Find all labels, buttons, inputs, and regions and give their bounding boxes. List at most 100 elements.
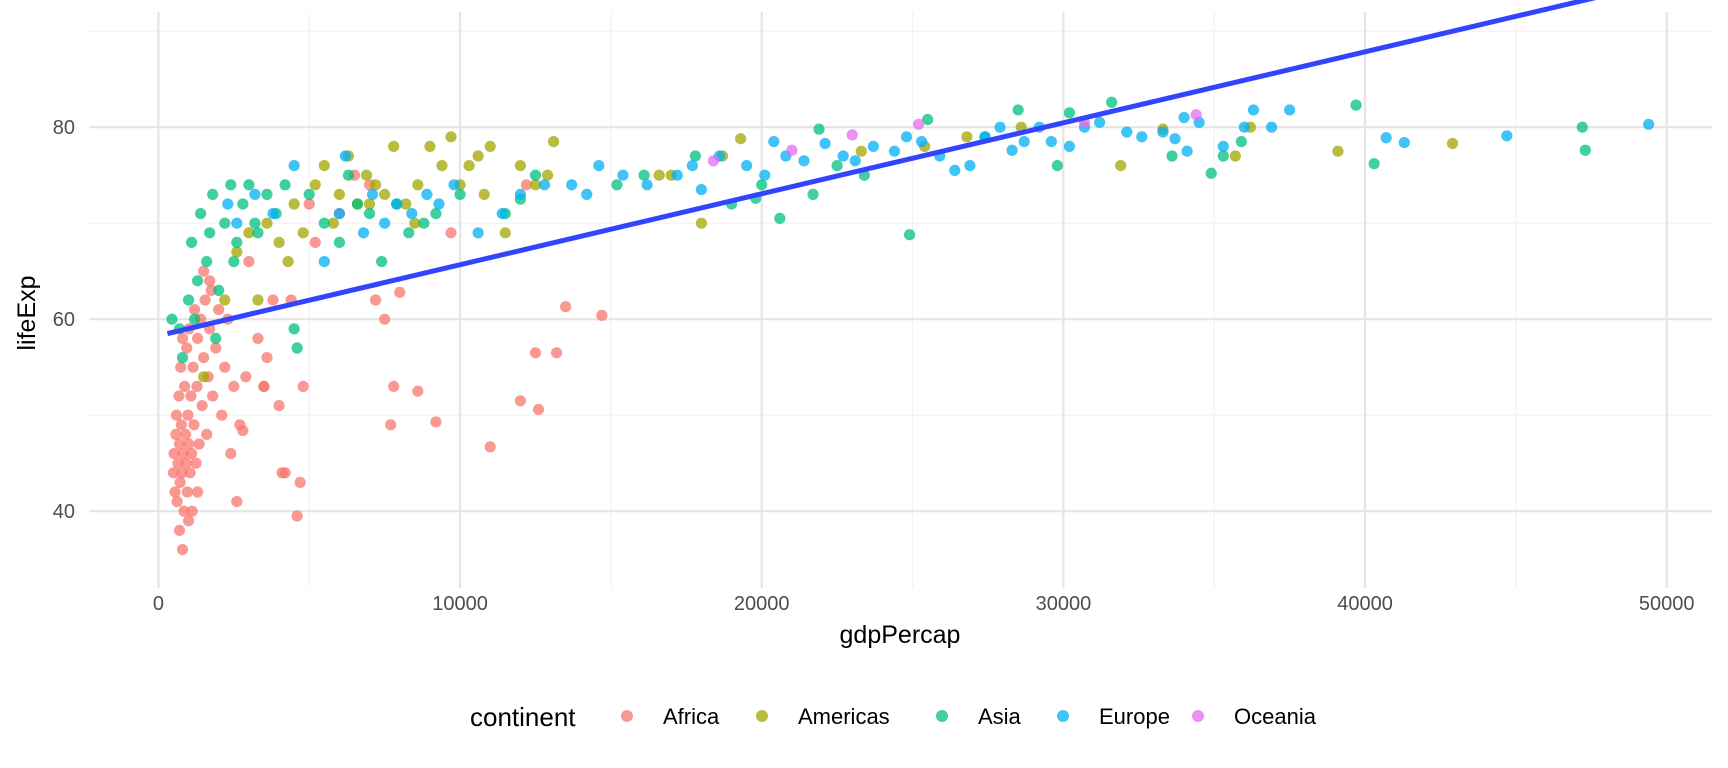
point-americas	[1229, 150, 1241, 162]
point-africa	[532, 403, 545, 416]
point-africa	[303, 198, 315, 210]
point-asia	[249, 217, 261, 229]
point-asia	[237, 198, 249, 210]
point-americas	[961, 131, 973, 143]
point-asia	[1235, 136, 1247, 148]
point-africa	[185, 390, 197, 402]
point-americas	[309, 179, 321, 191]
point-europe	[916, 136, 928, 148]
point-africa	[201, 428, 213, 440]
point-americas	[695, 217, 707, 229]
point-africa	[169, 486, 181, 498]
trend-line-group	[166, 0, 1597, 337]
point-africa	[185, 448, 198, 460]
point-africa	[294, 476, 306, 488]
legend-label-africa: Africa	[663, 704, 720, 729]
point-africa	[188, 304, 201, 316]
point-europe	[686, 160, 698, 172]
point-asia	[454, 188, 466, 200]
x-tick-label: 10000	[432, 593, 488, 615]
point-americas	[499, 227, 511, 239]
point-europe	[1398, 136, 1410, 149]
point-oceania	[1190, 109, 1202, 121]
axes: gdpPercap lifeExp 0 10000 20000 30000 40000 5…	[13, 117, 1695, 649]
point-americas	[484, 140, 496, 152]
point-europe	[333, 208, 345, 220]
legend-label-asia: Asia	[978, 704, 1022, 729]
point-asia	[318, 217, 330, 229]
point-africa	[182, 409, 194, 421]
x-axis-title: gdpPercap	[840, 621, 961, 649]
point-africa	[175, 419, 187, 431]
point-africa	[170, 428, 182, 440]
legend-key-americas	[756, 710, 768, 722]
point-europe	[391, 198, 403, 210]
point-europe	[1169, 133, 1181, 145]
point-asia	[813, 123, 825, 135]
point-africa	[210, 342, 222, 354]
point-europe	[496, 208, 508, 220]
point-europe	[339, 150, 352, 162]
point-africa	[252, 332, 264, 344]
point-africa	[173, 524, 186, 537]
point-asia	[1205, 167, 1217, 179]
point-europe	[566, 179, 578, 191]
point-africa	[177, 448, 189, 460]
point-africa	[514, 395, 526, 407]
point-africa	[191, 380, 203, 392]
point-asia	[351, 198, 364, 210]
point-asia	[192, 275, 204, 287]
legend-label-europe: Europe	[1099, 704, 1170, 729]
point-europe	[759, 169, 771, 181]
point-africa	[188, 419, 200, 431]
point-asia	[182, 294, 195, 306]
point-asia	[231, 236, 243, 248]
point-europe	[357, 227, 370, 239]
point-europe	[288, 160, 300, 172]
point-asia	[430, 208, 442, 220]
point-europe	[379, 217, 391, 229]
point-americas	[436, 160, 448, 172]
point-africa	[187, 361, 199, 373]
point-asia	[204, 227, 216, 239]
point-europe	[867, 140, 879, 152]
point-europe	[1284, 104, 1296, 116]
point-africa	[231, 496, 243, 508]
point-africa	[184, 467, 196, 479]
point-africa	[176, 332, 189, 344]
point-americas	[478, 188, 490, 200]
point-oceania	[913, 118, 925, 130]
x-tick-label: 0	[153, 593, 164, 615]
point-asia	[756, 179, 768, 191]
x-tick-label: 50000	[1639, 593, 1695, 615]
point-asia	[1051, 160, 1063, 172]
point-americas	[243, 227, 255, 239]
point-asia	[363, 208, 376, 220]
legend-label-americas: Americas	[798, 704, 890, 729]
legend-label-oceania: Oceania	[1234, 704, 1317, 729]
point-americas	[388, 140, 400, 152]
point-europe	[538, 179, 551, 191]
point-americas	[445, 131, 457, 143]
point-africa	[186, 505, 198, 517]
point-americas	[297, 227, 309, 239]
point-africa	[171, 496, 183, 508]
point-europe	[421, 188, 433, 200]
point-asia	[228, 256, 240, 268]
point-americas	[400, 198, 412, 210]
point-europe	[1265, 121, 1278, 133]
point-europe	[819, 137, 831, 150]
point-africa	[170, 409, 183, 421]
point-europe	[581, 188, 593, 200]
legend-title: continent	[470, 702, 576, 732]
point-asia	[279, 179, 291, 191]
point-europe	[994, 121, 1006, 133]
point-americas	[369, 179, 382, 191]
point-americas	[409, 217, 421, 229]
point-europe	[472, 227, 484, 239]
point-americas	[855, 145, 867, 157]
point-africa	[445, 227, 457, 239]
point-americas	[379, 188, 391, 200]
point-asia	[689, 150, 701, 162]
y-axis-title: lifeExp	[13, 275, 41, 350]
